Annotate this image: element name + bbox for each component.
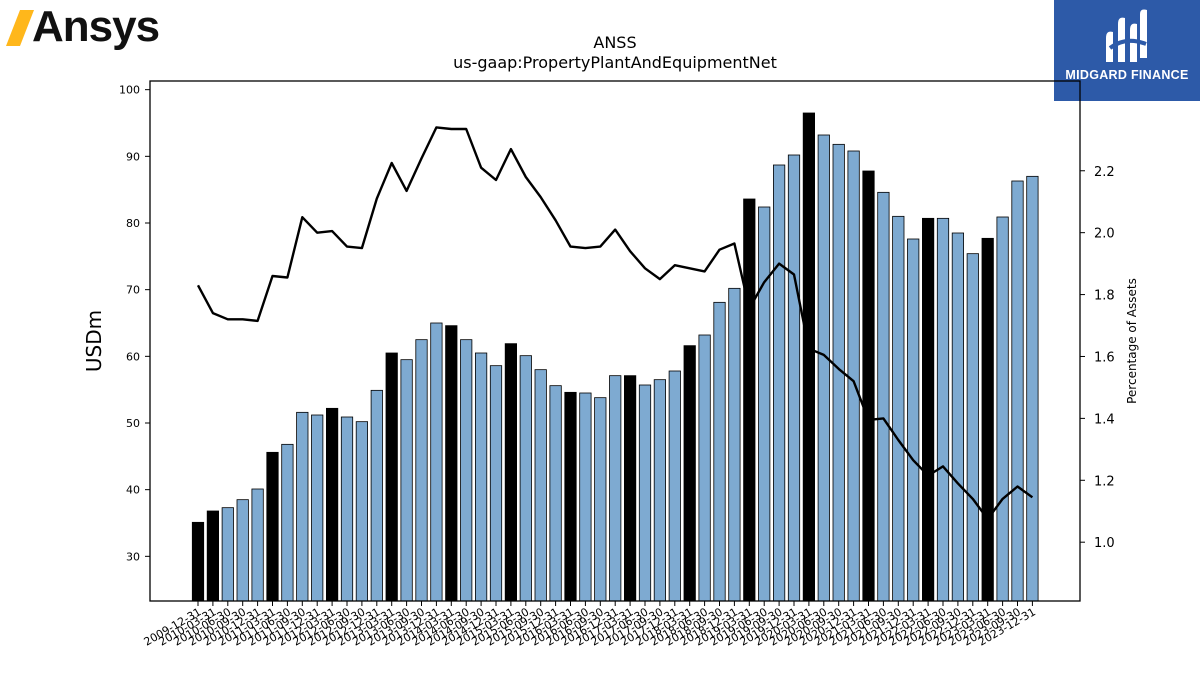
bar — [907, 238, 920, 602]
y-tick-label: 40 — [126, 484, 140, 497]
y-axis-label: USDm — [82, 310, 106, 372]
y2-axis-label: Percentage of Assets — [1125, 278, 1139, 404]
midgard-finance-label: MIDGARD FINANCE — [1065, 68, 1189, 82]
bar — [1011, 180, 1024, 602]
bar — [266, 451, 279, 602]
y2-tick-label: 1.2 — [1094, 474, 1115, 489]
percentage-line — [196, 126, 1034, 521]
bar — [802, 112, 816, 602]
bar — [624, 375, 637, 602]
bar — [191, 521, 205, 602]
bar — [430, 322, 443, 602]
bar — [653, 379, 667, 602]
bar — [698, 334, 711, 602]
bar — [638, 384, 652, 602]
bar — [445, 325, 458, 602]
bar — [460, 339, 473, 602]
y-tick-label: 50 — [126, 417, 140, 430]
bar — [936, 217, 950, 602]
midgard-finance-badge: MIDGARD FINANCE — [1054, 0, 1200, 101]
bar — [683, 345, 696, 602]
bar — [281, 443, 294, 602]
y2-tick-label: 1.8 — [1094, 289, 1115, 304]
bar — [773, 164, 786, 602]
bar — [668, 370, 681, 602]
ansys-logo-mark — [6, 10, 34, 46]
bar — [370, 389, 383, 602]
bar — [400, 359, 413, 602]
y-tick-label: 100 — [119, 84, 140, 97]
ansys-logo: Ansys — [6, 2, 160, 52]
bar — [534, 369, 547, 602]
midgard-finance-logo-icon — [1106, 9, 1147, 63]
bar — [996, 216, 1009, 602]
bar — [594, 397, 607, 602]
y-tick-label: 70 — [126, 284, 140, 297]
bar — [340, 416, 354, 602]
bar — [1026, 175, 1039, 602]
bar — [817, 134, 830, 602]
y2-tick-label: 2.2 — [1094, 165, 1115, 180]
y-tick-label: 30 — [126, 550, 140, 563]
bar — [862, 170, 875, 602]
bar — [951, 232, 965, 602]
bar — [221, 507, 234, 602]
bar — [206, 510, 219, 602]
bar — [325, 407, 339, 602]
bar — [504, 343, 518, 602]
y2-tick-label: 1.4 — [1094, 412, 1115, 427]
bar — [609, 375, 622, 602]
bar — [236, 499, 249, 602]
bar — [758, 206, 771, 602]
bar — [385, 352, 398, 602]
bar — [713, 301, 726, 602]
bar — [877, 191, 890, 602]
chart-subtitle: us-gaap:PropertyPlantAndEquipmentNet — [453, 53, 777, 72]
y-tick-label: 80 — [126, 217, 140, 230]
bar — [251, 488, 264, 602]
bar — [743, 198, 756, 602]
bar — [728, 287, 741, 602]
bar — [787, 154, 801, 602]
y2-tick-label: 1.0 — [1094, 536, 1115, 551]
bar — [847, 150, 860, 602]
bar — [311, 414, 324, 602]
bar — [519, 355, 532, 602]
bar — [355, 421, 369, 602]
bar — [474, 352, 488, 602]
y2-tick-label: 2.0 — [1094, 227, 1115, 242]
ansys-logo-text: Ansys — [32, 2, 160, 51]
bar — [966, 253, 979, 602]
y-tick-label: 60 — [126, 350, 140, 363]
bar — [415, 339, 428, 602]
bar — [489, 365, 503, 602]
y-tick-label: 90 — [126, 150, 140, 163]
bar — [981, 237, 994, 602]
bar — [564, 391, 577, 602]
bar — [922, 217, 935, 602]
bar — [892, 215, 905, 602]
y2-tick-label: 1.6 — [1094, 350, 1115, 365]
bar — [296, 411, 309, 602]
bar — [549, 385, 562, 602]
bar — [579, 392, 592, 602]
chart-title: ANSS — [593, 33, 637, 52]
